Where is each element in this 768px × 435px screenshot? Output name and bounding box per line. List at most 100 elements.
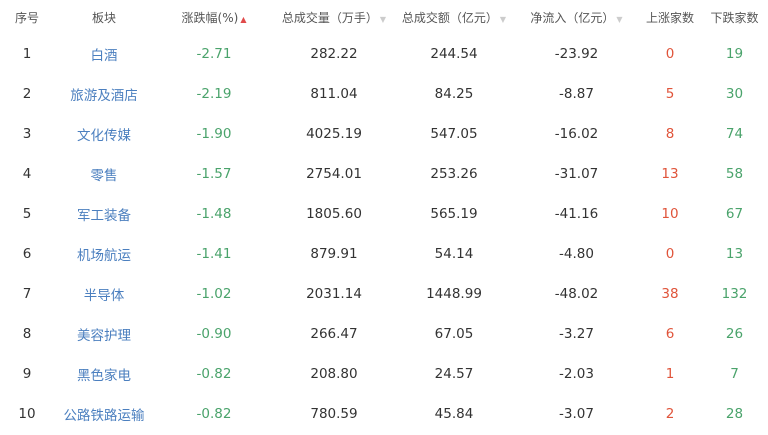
- header-change[interactable]: 涨跌幅(%) ▲: [154, 0, 274, 34]
- sort-desc-icon[interactable]: ▼: [616, 14, 623, 24]
- netflow-value: -8.87: [559, 86, 594, 102]
- table-row: 4 零售 -1.57 2754.01 253.26 -31.07 13 58: [0, 154, 768, 194]
- sector-link[interactable]: 美容护理: [77, 328, 131, 344]
- volume-value: 1805.60: [306, 206, 362, 222]
- change-value: -0.90: [196, 326, 232, 342]
- down-count: 13: [725, 246, 744, 262]
- netflow-value: -41.16: [554, 206, 599, 222]
- table-row: 10 公路铁路运输 -0.82 780.59 45.84 -3.07 2 28: [0, 394, 768, 434]
- change-value: -0.82: [196, 366, 232, 382]
- table-row: 7 半导体 -1.02 2031.14 1448.99 -48.02 38 132: [0, 274, 768, 314]
- volume-value: 266.47: [310, 326, 358, 342]
- up-count: 5: [665, 86, 675, 102]
- sector-link[interactable]: 半导体: [83, 288, 125, 304]
- up-count: 38: [661, 286, 679, 302]
- change-value: -1.57: [196, 166, 232, 182]
- sort-desc-icon[interactable]: ▼: [379, 14, 387, 24]
- amount-value: 565.19: [430, 206, 478, 222]
- amount-value: 67.05: [434, 326, 474, 342]
- header-amount[interactable]: 总成交额（亿元） ▼: [394, 0, 514, 34]
- amount-value: 84.25: [434, 86, 474, 102]
- netflow-value: -16.02: [554, 126, 599, 142]
- header-volume-label[interactable]: 总成交量（万手）: [281, 10, 378, 25]
- change-value: -1.90: [196, 126, 232, 142]
- row-index: 4: [22, 166, 32, 182]
- change-value: -1.02: [196, 286, 232, 302]
- up-count: 0: [665, 46, 675, 62]
- row-index: 2: [22, 86, 32, 102]
- row-index: 10: [18, 406, 36, 422]
- table-header: 序号 板块 涨跌幅(%) ▲ 总成交量（万手） ▼ 总成交额（亿元） ▼ 净流入（亿元…: [0, 0, 768, 34]
- up-count: 0: [665, 246, 675, 262]
- table-row: 8 美容护理 -0.90 266.47 67.05 -3.27 6 26: [0, 314, 768, 354]
- up-count: 13: [661, 166, 679, 182]
- sector-link[interactable]: 军工装备: [77, 208, 131, 224]
- change-value: -1.41: [196, 246, 232, 262]
- down-count: 58: [725, 166, 744, 182]
- table-row: 2 旅游及酒店 -2.19 811.04 84.25 -8.87 5 30: [0, 74, 768, 114]
- sort-asc-icon[interactable]: ▲: [240, 14, 247, 24]
- table-row: 3 文化传媒 -1.90 4025.19 547.05 -16.02 8 74: [0, 114, 768, 154]
- netflow-value: -31.07: [554, 166, 599, 182]
- down-count: 19: [725, 46, 744, 62]
- amount-value: 1448.99: [426, 286, 482, 302]
- table-row: 9 黑色家电 -0.82 208.80 24.57 -2.03 1 7: [0, 354, 768, 394]
- netflow-value: -2.03: [559, 366, 594, 382]
- down-count: 132: [721, 286, 748, 302]
- header-up-count: 上涨家数: [645, 10, 694, 25]
- netflow-value: -3.07: [559, 406, 594, 422]
- sort-desc-icon[interactable]: ▼: [499, 14, 507, 24]
- down-count: 28: [725, 406, 744, 422]
- sector-link[interactable]: 文化传媒: [77, 128, 131, 144]
- amount-value: 547.05: [430, 126, 478, 142]
- down-count: 26: [725, 326, 744, 342]
- change-value: -2.19: [196, 86, 232, 102]
- sector-link[interactable]: 零售: [90, 168, 118, 184]
- up-count: 2: [665, 406, 675, 422]
- header-volume[interactable]: 总成交量（万手） ▼: [274, 0, 394, 34]
- up-count: 10: [661, 206, 679, 222]
- change-value: -2.71: [196, 46, 232, 62]
- table-row: 1 白酒 -2.71 282.22 244.54 -23.92 0 19: [0, 34, 768, 74]
- header-netflow[interactable]: 净流入（亿元） ▼: [514, 0, 639, 34]
- amount-value: 24.57: [434, 366, 474, 382]
- sector-link[interactable]: 白酒: [90, 48, 118, 64]
- volume-value: 780.59: [310, 406, 358, 422]
- row-index: 9: [22, 366, 32, 382]
- sector-link[interactable]: 旅游及酒店: [70, 88, 138, 104]
- change-value: -1.48: [196, 206, 232, 222]
- row-index: 6: [22, 246, 32, 262]
- row-index: 1: [22, 46, 32, 62]
- table-row: 6 机场航运 -1.41 879.91 54.14 -4.80 0 13: [0, 234, 768, 274]
- sector-link[interactable]: 公路铁路运输: [63, 408, 145, 424]
- row-index: 5: [22, 206, 32, 222]
- volume-value: 208.80: [310, 366, 358, 382]
- volume-value: 4025.19: [306, 126, 362, 142]
- up-count: 8: [665, 126, 675, 142]
- volume-value: 2754.01: [306, 166, 362, 182]
- volume-value: 811.04: [310, 86, 358, 102]
- netflow-value: -48.02: [554, 286, 599, 302]
- header-index: 序号: [14, 10, 39, 25]
- header-netflow-label[interactable]: 净流入（亿元）: [530, 10, 615, 25]
- header-down-count: 下跌家数: [710, 10, 759, 25]
- header-sector: 板块: [91, 10, 116, 25]
- row-index: 7: [22, 286, 32, 302]
- sector-link[interactable]: 机场航运: [77, 248, 131, 264]
- netflow-value: -4.80: [559, 246, 594, 262]
- sector-link[interactable]: 黑色家电: [77, 368, 131, 384]
- down-count: 74: [725, 126, 744, 142]
- change-value: -0.82: [196, 406, 232, 422]
- up-count: 6: [665, 326, 675, 342]
- volume-value: 2031.14: [306, 286, 362, 302]
- netflow-value: -3.27: [559, 326, 594, 342]
- down-count: 30: [725, 86, 744, 102]
- amount-value: 54.14: [434, 246, 474, 262]
- header-change-label[interactable]: 涨跌幅(%): [181, 10, 239, 25]
- volume-value: 282.22: [310, 46, 358, 62]
- header-amount-label[interactable]: 总成交额（亿元）: [401, 10, 498, 25]
- up-count: 1: [665, 366, 675, 382]
- amount-value: 253.26: [430, 166, 478, 182]
- volume-value: 879.91: [310, 246, 358, 262]
